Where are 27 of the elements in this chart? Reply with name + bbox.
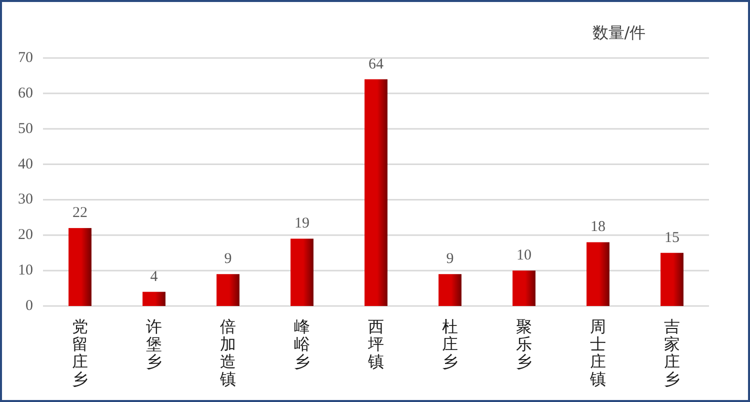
data-label: 18 xyxy=(590,219,606,236)
x-tick-label: 党留庄乡 xyxy=(72,317,88,388)
data-label: 9 xyxy=(224,251,232,268)
y-tick-label: 40 xyxy=(18,156,33,172)
data-label: 64 xyxy=(368,56,384,72)
x-tick-label: 周士庄镇 xyxy=(590,317,606,388)
y-tick-label: 70 xyxy=(18,50,33,66)
y-tick-label: 50 xyxy=(18,120,33,137)
y-tick-label: 20 xyxy=(18,227,33,244)
x-tick-label: 杜庄乡 xyxy=(442,317,458,371)
data-label: 22 xyxy=(72,205,88,222)
x-tick-label: 峰峪乡 xyxy=(294,317,310,371)
x-tick-label: 西坪镇 xyxy=(368,317,384,371)
ylabel: 数量/件 xyxy=(592,23,646,42)
data-label: 10 xyxy=(516,248,532,264)
data-label: 9 xyxy=(446,251,454,268)
y-tick-label: 30 xyxy=(18,192,33,208)
x-tick-label: 许堡乡 xyxy=(146,317,162,371)
x-tick-label: 聚乐乡 xyxy=(516,317,532,371)
x-tick-label: 倍加造镇 xyxy=(220,317,236,388)
data-label: 19 xyxy=(294,216,310,232)
y-tick-label: 60 xyxy=(18,85,33,102)
y-tick-label: 10 xyxy=(18,262,33,279)
x-tick-label: 吉家庄乡 xyxy=(664,317,680,388)
y-tick-label: 0 xyxy=(26,298,33,314)
data-label: 4 xyxy=(150,268,158,285)
data-label: 15 xyxy=(664,230,680,246)
